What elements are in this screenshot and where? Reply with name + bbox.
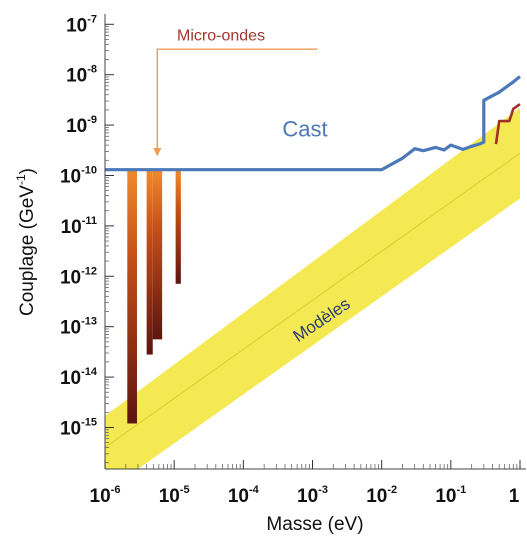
x-tick-exponent: -4 — [249, 484, 260, 496]
x-tick-base: 10 — [366, 486, 387, 507]
x-tick-label: 10-4 — [228, 484, 260, 507]
x-tick-exponent: -1 — [457, 484, 467, 496]
micro-ondes-arrow — [156, 48, 318, 151]
x-tick-label: 10-5 — [159, 484, 190, 507]
y-tick-base: 10 — [60, 318, 81, 339]
y-tick-base: 10 — [60, 166, 81, 187]
y-tick-label: 10-12 — [60, 265, 97, 288]
cast-limit-line — [105, 75, 522, 172]
x-tick-label: 1 — [509, 486, 520, 507]
y-tick-label: 10-15 — [60, 416, 97, 439]
x-tick-base: 10 — [435, 486, 456, 507]
cast-label: Cast — [282, 116, 327, 141]
y-tick-base: 10 — [60, 418, 81, 439]
x-tick-base: 10 — [228, 486, 249, 507]
y-tick-label: 10-10 — [60, 164, 97, 187]
y-tick-label: 10-14 — [60, 366, 98, 389]
x-tick-exponent: -2 — [387, 484, 397, 496]
models-band-centerline — [105, 152, 521, 448]
y-tick-exponent: -9 — [87, 114, 97, 126]
y-tick-exponent: -12 — [81, 265, 97, 277]
y-tick-exponent: -7 — [87, 13, 97, 25]
y-tick-base: 10 — [61, 217, 82, 238]
x-tick-label: 10-6 — [90, 484, 121, 507]
y-tick-exponent: -8 — [87, 64, 97, 76]
cast-extension-line — [494, 103, 521, 145]
y-tick-base: 10 — [66, 15, 87, 36]
y-tick-base: 10 — [60, 267, 81, 288]
x-tick-label: 10-1 — [435, 484, 466, 507]
x-axis-label: Masse (eV) — [266, 514, 363, 535]
x-tick-base: 10 — [90, 486, 111, 507]
micro-ondes-label: Micro-ondes — [177, 28, 265, 45]
y-tick-label: 10-13 — [60, 316, 97, 339]
microwave-exclusion-bar — [175, 169, 181, 284]
y-tick-exponent: -10 — [81, 164, 97, 176]
x-tick-base: 10 — [297, 486, 318, 507]
y-tick-exponent: -15 — [81, 416, 97, 428]
y-axis-label-exponent: -1 — [14, 174, 28, 185]
x-tick-label: 10-2 — [366, 484, 397, 507]
micro-ondes-arrowhead — [153, 148, 162, 157]
models-band — [105, 107, 520, 469]
y-tick-base: 10 — [66, 116, 87, 137]
y-tick-label: 10-8 — [66, 64, 97, 87]
y-axis-label: Couplage (GeV-1) — [14, 168, 38, 316]
x-tick-label: 10-3 — [297, 484, 328, 507]
y-tick-label: 10-11 — [61, 215, 97, 238]
x-tick-base: 1 — [509, 486, 520, 507]
y-tick-base: 10 — [66, 66, 87, 87]
microwave-exclusion-bar — [152, 169, 163, 340]
y-tick-label: 10-9 — [66, 114, 97, 137]
x-tick-base: 10 — [159, 486, 180, 507]
x-tick-exponent: -3 — [318, 484, 328, 496]
y-tick-exponent: -14 — [81, 366, 98, 378]
y-tick-exponent: -13 — [81, 316, 97, 328]
y-tick-label: 10-7 — [66, 13, 97, 36]
microwave-exclusion-bar — [146, 169, 153, 355]
x-tick-exponent: -6 — [111, 484, 121, 496]
y-tick-exponent: -11 — [82, 215, 97, 227]
y-tick-base: 10 — [60, 368, 81, 389]
microwave-exclusion-bar — [127, 169, 137, 424]
x-tick-exponent: -5 — [180, 484, 190, 496]
